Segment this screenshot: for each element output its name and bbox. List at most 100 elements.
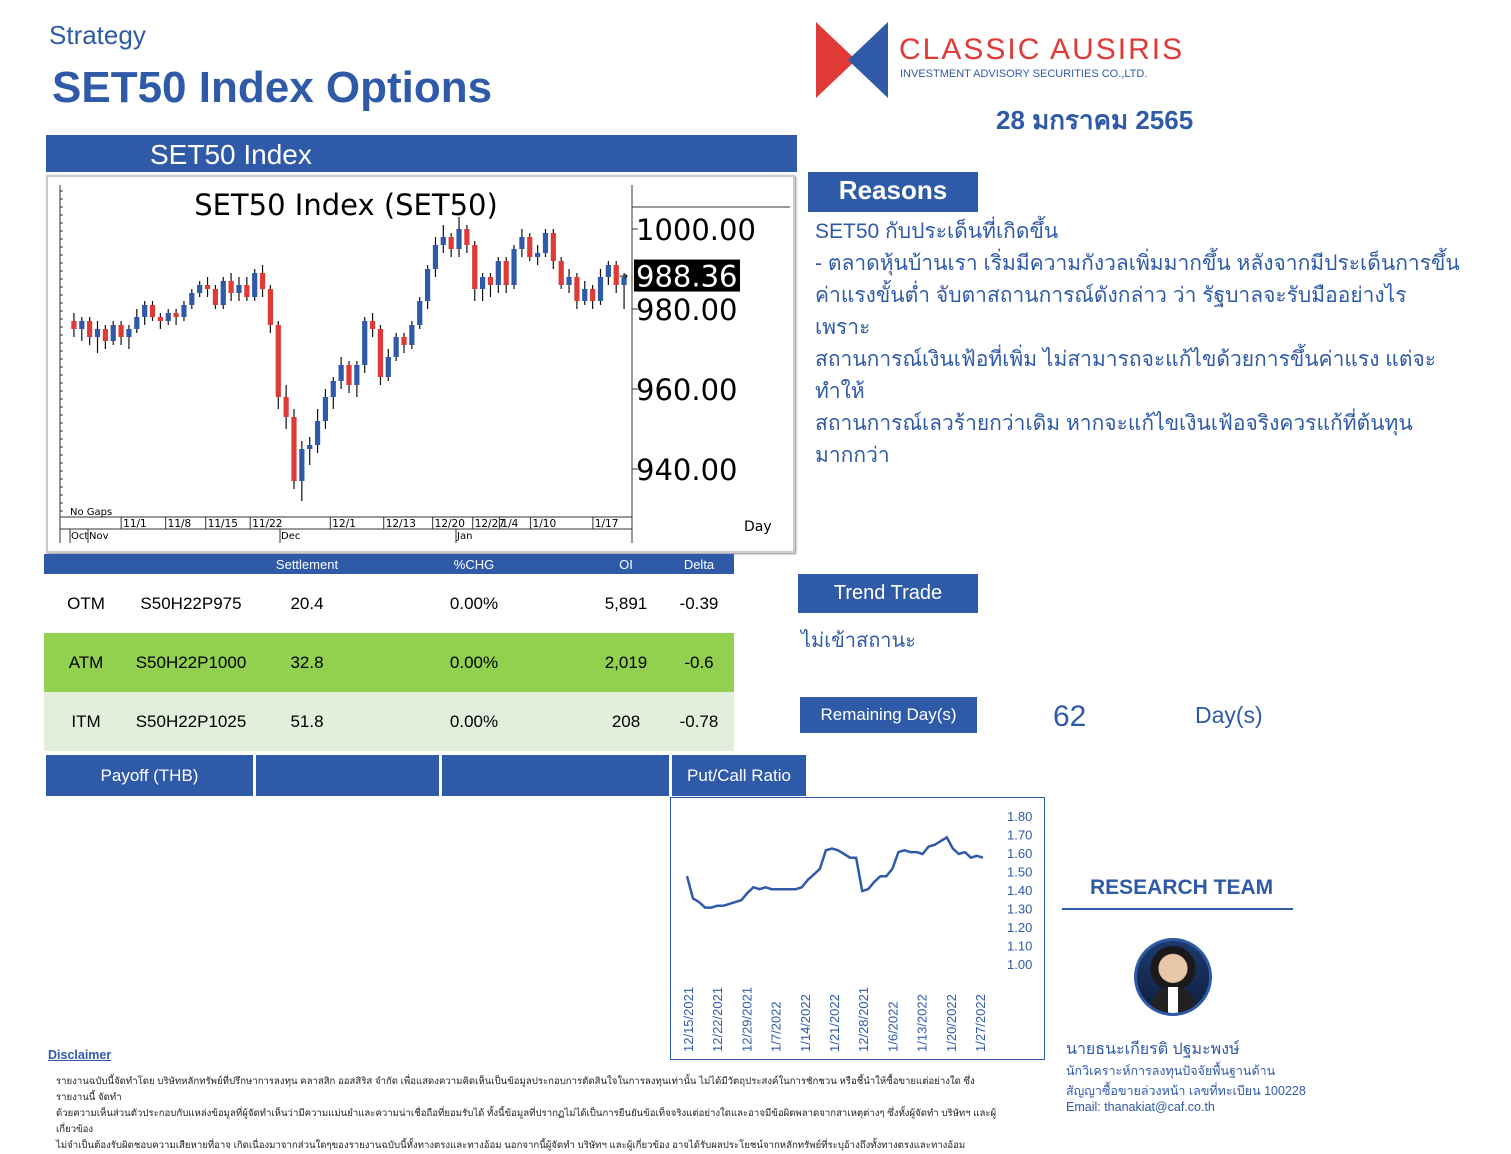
candle-body	[550, 233, 556, 261]
col-header-chg: %CHG	[360, 554, 588, 574]
analyst-avatar	[1134, 938, 1212, 1016]
cell-oi: 2,019	[588, 633, 664, 692]
cell-moneyness: ITM	[44, 692, 128, 751]
candle-body	[495, 261, 501, 285]
cell-moneyness: ATM	[44, 633, 128, 692]
candle-body	[228, 281, 234, 293]
pcr-x-tick-label: 1/6/2022	[885, 1001, 900, 1052]
blank-header-1	[256, 755, 439, 796]
pcr-y-tick-label: 1.70	[1007, 828, 1032, 843]
candle-body	[189, 293, 195, 305]
pcr-x-tick-label: 1/13/2022	[915, 994, 930, 1052]
candle-body	[87, 321, 93, 337]
cell-delta: -0.6	[664, 633, 734, 692]
x-tick-label: 12/13	[386, 518, 416, 530]
candle-body	[527, 237, 533, 257]
cell-series: S50H22P1000	[128, 633, 254, 692]
candle-body	[417, 301, 423, 325]
candle-body	[149, 305, 156, 317]
candle-body	[409, 325, 415, 345]
candle-body	[582, 289, 588, 301]
col-header-settlement: Settlement	[254, 554, 360, 574]
col-header-moneyness	[44, 554, 128, 574]
last-value-label: 988.36	[636, 260, 737, 294]
disclaimer-text: รายงานฉบับนี้จัดทำโดย บริษัทหลักทรัพย์ที…	[56, 1074, 1006, 1154]
pcr-x-tick-label: 1/20/2022	[944, 994, 959, 1052]
analyst-name: นายธนะเกียรติ ปฐมะพงษ์	[1066, 1041, 1240, 1058]
candle-body	[338, 365, 344, 381]
candle-body	[621, 277, 627, 285]
pcr-x-tick-label: 1/27/2022	[973, 994, 988, 1052]
y-tick-label: 940.00	[636, 453, 737, 487]
candle-body	[393, 337, 399, 357]
candle-body	[464, 229, 470, 245]
pcr-y-tick-label: 1.30	[1007, 902, 1032, 917]
x-tick-label: 11/15	[208, 518, 238, 530]
candle-body	[519, 237, 525, 249]
candle-body	[142, 305, 148, 317]
pcr-x-tick-label: 12/28/2021	[856, 987, 871, 1052]
cell-moneyness: OTM	[67, 593, 105, 613]
candle-body	[503, 261, 509, 285]
trend-trade-header: Trend Trade	[798, 574, 978, 613]
reasons-header: Reasons	[808, 172, 978, 212]
col-header-oi: OI	[588, 554, 664, 574]
cell-settlement: 20.4	[290, 593, 324, 613]
candle-body	[574, 277, 580, 301]
blank-header-2	[442, 755, 669, 796]
pcr-y-tick-label: 1.10	[1007, 939, 1032, 954]
put-call-ratio-header: Put/Call Ratio	[672, 755, 806, 796]
candle-body	[102, 329, 108, 341]
candle-body	[590, 289, 596, 301]
trend-trade-value: ไม่เข้าสถานะ	[801, 630, 916, 652]
y-tick-label: 980.00	[636, 293, 737, 327]
cell-oi: 208	[588, 692, 664, 751]
chart-title: SET50 Index (SET50)	[194, 188, 498, 222]
cell-series: S50H22P1025	[128, 692, 254, 751]
put-call-ratio-chart: 1.80 1.70 1.60 1.50 1.40 1.30 1.20 1.10 1.00 12/1…	[681, 809, 1032, 1052]
candle-body	[165, 313, 171, 321]
disclaimer-line: รายงานฉบับนี้จัดทำโดย บริษัทหลักทรัพย์ที…	[56, 1076, 975, 1103]
analyst-role: นักวิเคราะห์การลงทุนปัจจัยพื้นฐานด้าน	[1066, 1064, 1276, 1078]
table-row-otm: OTM S50H22P975 20.4 0.00% 5,891 -0.39	[44, 574, 734, 633]
candle-body	[110, 325, 116, 341]
cell-chg: 0.00%	[360, 633, 588, 692]
x-tick-label: 1/17	[595, 518, 619, 530]
x-axis-label: Day	[744, 519, 772, 535]
candle-body	[456, 229, 462, 249]
disclaimer-line: ด้วยความเห็นส่วนตัวประกอบกับแหล่งข้อมูลท…	[56, 1108, 997, 1135]
pcr-series-line	[685, 835, 984, 909]
pcr-x-tick-label: 1/21/2022	[827, 994, 842, 1052]
last-value-arrow: →	[619, 270, 628, 283]
candle-body	[346, 365, 352, 385]
candle-body	[259, 273, 266, 289]
cell-delta: -0.78	[664, 692, 734, 751]
x-tick-label: 12/20	[435, 518, 465, 530]
candle-body	[401, 337, 407, 345]
table-row-itm: ITM S50H22P1025 51.8 0.00% 208 -0.78	[44, 692, 734, 751]
x-tick-label: 1/4	[501, 518, 518, 530]
table-row-atm: ATM S50H22P1000 32.8 0.00% 2,019 -0.6	[44, 633, 734, 692]
candle-body	[157, 317, 163, 321]
cell-settlement: 32.8	[254, 633, 360, 692]
candle-body	[487, 277, 494, 285]
candle-body	[432, 245, 439, 269]
candle-body	[212, 289, 218, 305]
pcr-x-tick-label: 1/14/2022	[798, 994, 813, 1052]
candle-body	[244, 285, 250, 297]
table-header-row: Settlement %CHG OI Delta	[44, 554, 734, 574]
pcr-y-tick-label: 1.50	[1007, 865, 1032, 880]
candle-body	[134, 317, 140, 329]
candle-body	[385, 357, 391, 377]
logo-name: CLASSIC AUSIRIS	[899, 33, 1185, 66]
candle-body	[448, 237, 454, 249]
cell-series: S50H22P975	[140, 593, 242, 613]
candle-body	[472, 245, 478, 289]
payoff-header: Payoff (THB)	[46, 755, 253, 796]
x-tick-label: 12/27	[475, 518, 505, 530]
candle-body	[377, 329, 384, 377]
pcr-x-tick-label: 12/29/2021	[739, 987, 754, 1052]
y-tick-label: 960.00	[636, 373, 737, 407]
cell-delta: -0.39	[679, 593, 719, 613]
candle-body	[542, 233, 549, 253]
